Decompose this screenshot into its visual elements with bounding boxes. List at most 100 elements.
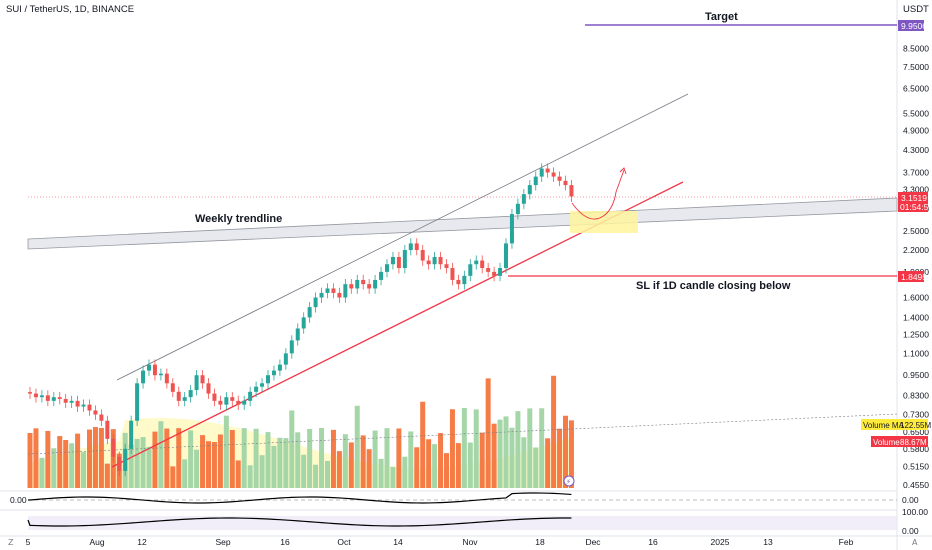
volume-bar [426,439,432,488]
osc1-left-label: 0.00 [10,495,27,505]
volume-bar [92,427,98,488]
candle-body [75,400,80,407]
candle-body [260,383,265,387]
volume-bar [384,428,390,488]
volume-label: Volume [873,438,900,447]
time-axis: 5 Aug 12 Sep 16 Oct 14 Nov 18 Dec 16 2025 13 Feb [26,537,854,547]
price-tick-label: 3.3000 [903,185,929,195]
lightning-event-icon[interactable]: ⚡ [563,475,575,487]
target-annotation[interactable]: Target [705,11,738,23]
time-tick-label: Sep [215,537,230,547]
time-tick-label: 2025 [711,537,730,547]
volume-bar [289,410,295,488]
candle-body [474,260,479,265]
price-tick-label: 0.4550 [903,480,929,490]
volume-bar [57,436,63,488]
symbol-title: SUI / TetherUS, 1D, BINANCE [6,4,134,15]
time-tick-label: 5 [26,537,31,547]
trendlines[interactable] [27,24,898,468]
volume-bar [146,446,152,488]
price-tick-label: 0.8300 [903,390,929,400]
volume-bars [27,375,574,488]
price-tick-label: 0.5150 [903,462,929,472]
volume-bar [568,420,574,488]
volume-bar [27,433,33,488]
candle-body [93,410,98,415]
target-price-tag-text: 9.9506 [901,21,927,31]
volume-bar [235,460,241,488]
tradingview-logo-icon[interactable]: Z [8,538,14,547]
candle-body [129,420,134,449]
price-tick-label: 0.5800 [903,444,929,454]
buy-zone-rectangle[interactable] [570,211,638,233]
volume-bar [200,435,206,488]
candle-body [194,375,199,391]
volume-bar [164,428,170,488]
volume-bar [372,430,378,488]
volume-bar [188,430,194,488]
volume-bar [557,428,563,488]
candle-body [438,256,443,265]
candle-body [563,180,568,186]
volume-bar [521,437,527,488]
volume-bar [414,447,420,488]
volume-bar [81,452,87,488]
time-tick-label: 12 [137,537,147,547]
candle-body [545,168,550,173]
dotted-trendline [27,413,898,455]
volume-bar [75,433,81,488]
volume-bar [223,415,229,488]
volume-bar [533,447,539,488]
sl-price-tag: 1.8495 [898,271,927,282]
volume-bar [366,449,372,488]
volume-bar [170,466,176,488]
candle-body [147,364,151,371]
volume-bar [63,440,69,488]
candle-body [349,284,354,289]
svg-text:Z: Z [8,538,14,547]
candle-body [569,185,574,197]
candle-body [444,264,449,269]
candle-body [224,397,229,405]
stop-loss-annotation[interactable]: SL if 1D candle closing below [636,280,791,292]
candle-body [69,400,74,403]
time-tick-label: 16 [648,537,658,547]
candle-body [379,271,384,280]
oscillator-panes [27,492,897,530]
volume-bar [39,457,45,488]
channel-upper-line[interactable] [116,93,689,381]
candle-body [254,386,259,392]
volume-bar [479,432,485,488]
candle-body [135,383,140,421]
price-tick-label: 3.7000 [903,168,929,178]
volume-bar [45,430,51,488]
candle-body [182,397,187,401]
price-tick-label: 4.9000 [903,126,929,136]
countdown-text: 01:54:54 [900,202,932,212]
candle-body [385,264,389,272]
price-tick-label: 5.5000 [903,108,929,118]
volume-bar [515,411,521,488]
time-tick-label: Feb [839,537,854,547]
volume-ma-label: Volume MA [863,421,905,430]
price-tick-label: 7.5000 [903,62,929,72]
volume-bar [402,456,408,488]
volume-bar [503,416,509,488]
weekly-trendline-annotation[interactable]: Weekly trendline [195,213,282,225]
candle-body [283,353,288,365]
candle-body [117,456,122,471]
candle-body [432,256,437,265]
projection-arrowhead[interactable] [619,167,627,175]
candle-body [420,250,425,261]
candle-body [480,260,485,269]
projection-path[interactable] [571,169,625,220]
volume-bar [277,437,283,488]
candle-body [373,279,378,289]
volume-bar [265,432,271,488]
candle-body [367,284,372,289]
candle-body [408,243,413,251]
volume-bar [461,408,467,488]
candle-body [557,176,562,181]
auto-scale-icon[interactable]: A [912,538,918,547]
